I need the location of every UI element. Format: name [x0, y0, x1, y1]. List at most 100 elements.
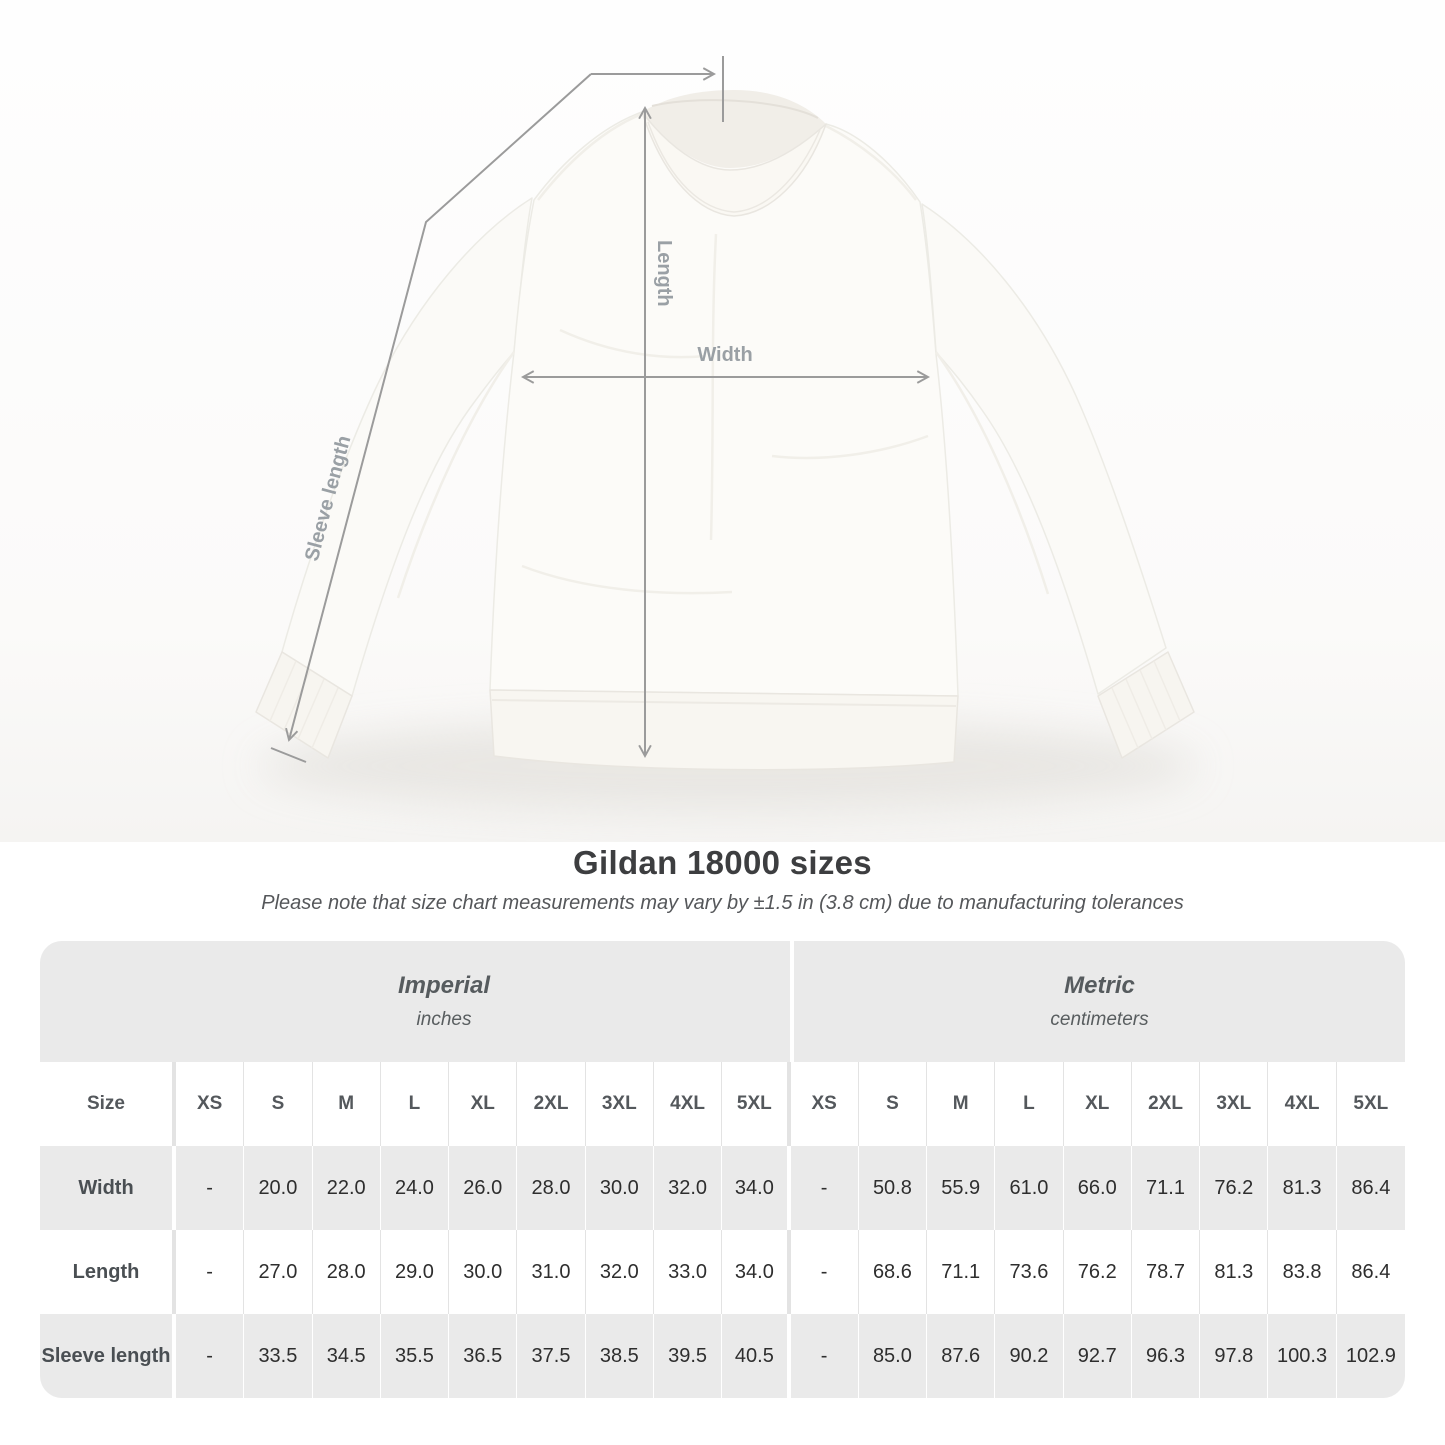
- size-header-cell: 4XL: [1268, 1062, 1337, 1146]
- size-header-cell: L: [380, 1062, 450, 1146]
- measurement-value-cell: 34.0: [722, 1230, 791, 1314]
- measurement-value-cell: 102.9: [1336, 1314, 1405, 1398]
- left-cuff: [255, 651, 353, 759]
- measurement-value-cell: 33.5: [244, 1314, 313, 1398]
- size-table: Imperial inches Metric centimeters Size X…: [40, 941, 1405, 1398]
- measurement-value-cell: 40.5: [722, 1314, 791, 1398]
- product-photo: Width Length Sleeve length: [0, 0, 1445, 842]
- imperial-unit: inches: [416, 1009, 472, 1030]
- measurement-value-cell: 39.5: [653, 1314, 723, 1398]
- measurement-value-cell: 30.0: [449, 1230, 518, 1314]
- measurement-value-cell: 83.8: [1268, 1230, 1337, 1314]
- measurement-value-cell: 97.8: [1200, 1314, 1269, 1398]
- size-header-cell: L: [995, 1062, 1064, 1146]
- right-cuff: [1097, 651, 1195, 759]
- page-title: Gildan 18000 sizes: [573, 844, 872, 881]
- size-header-cell: XL: [1063, 1062, 1132, 1146]
- measurement-value-cell: 32.0: [585, 1230, 654, 1314]
- sleeve-length-arrow: [285, 73, 592, 742]
- measurement-value-cell: 85.0: [858, 1314, 928, 1398]
- measurement-value-cell: 71.1: [1131, 1146, 1201, 1230]
- measurement-value-cell: 81.3: [1268, 1146, 1337, 1230]
- right-cuff-ribs: [1111, 660, 1181, 749]
- size-header-cell: 4XL: [653, 1062, 723, 1146]
- measurement-value-cell: 24.0: [380, 1146, 450, 1230]
- measurement-value-cell: 26.0: [449, 1146, 518, 1230]
- size-header-cell: 2XL: [1131, 1062, 1201, 1146]
- measurement-value-cell: 71.1: [927, 1230, 996, 1314]
- measurement-value-cell: 29.0: [380, 1230, 450, 1314]
- unit-band: Imperial inches Metric centimeters: [40, 941, 1405, 1062]
- size-header-cell: XL: [449, 1062, 518, 1146]
- measurement-value-cell: 76.2: [1200, 1146, 1269, 1230]
- measurement-value-cell: 68.6: [858, 1230, 928, 1314]
- size-header-cell: M: [312, 1062, 381, 1146]
- measurement-value-cell: 31.0: [517, 1230, 586, 1314]
- measurement-value-cell: 36.5: [449, 1314, 518, 1398]
- metric-unit: centimeters: [1050, 1009, 1149, 1030]
- measurement-value-cell: 35.5: [380, 1314, 450, 1398]
- row-label-cell: Width: [40, 1146, 176, 1230]
- measurement-value-cell: 34.5: [312, 1314, 381, 1398]
- hem-band: [489, 689, 959, 771]
- size-header-cell: 5XL: [1336, 1062, 1405, 1146]
- measurement-value-cell: 92.7: [1063, 1314, 1132, 1398]
- measurement-value-cell: 96.3: [1131, 1314, 1201, 1398]
- tolerance-note: Please note that size chart measurements…: [261, 892, 1184, 914]
- measurement-value-cell: 30.0: [585, 1146, 654, 1230]
- measurement-value-cell: 50.8: [858, 1146, 928, 1230]
- row-label-cell: Sleeve length: [40, 1314, 176, 1398]
- measurement-value-cell: 32.0: [653, 1146, 723, 1230]
- size-corner-header: Size: [40, 1062, 176, 1146]
- measurement-value-cell: 86.4: [1336, 1230, 1405, 1314]
- measurement-value-cell: 86.4: [1336, 1146, 1405, 1230]
- measurement-value-cell: -: [790, 1230, 859, 1314]
- size-header-cell: 3XL: [1200, 1062, 1269, 1146]
- measurement-value-cell: 100.3: [1268, 1314, 1337, 1398]
- measurement-value-cell: 61.0: [995, 1146, 1064, 1230]
- measurement-value-cell: 78.7: [1131, 1230, 1201, 1314]
- measurement-value-cell: -: [790, 1146, 859, 1230]
- measurement-value-cell: -: [176, 1314, 245, 1398]
- measurement-value-cell: -: [790, 1314, 859, 1398]
- size-table-grid: Size XS S M L XL 2XL 3XL 4XL 5XL XS S M L XL 2XL 3XL 4XL 5…: [40, 1062, 1405, 1398]
- hem-seam: [491, 699, 957, 707]
- size-header-cell: XS: [176, 1062, 245, 1146]
- row-label-cell: Length: [40, 1230, 176, 1314]
- measurement-value-cell: 90.2: [995, 1314, 1064, 1398]
- size-header-cell: 3XL: [585, 1062, 654, 1146]
- measurement-value-cell: 34.0: [722, 1146, 791, 1230]
- measurement-value-cell: 28.0: [517, 1146, 586, 1230]
- size-header-cell: 2XL: [517, 1062, 586, 1146]
- metric-section-header: Metric centimeters: [794, 941, 1405, 1062]
- measurement-value-cell: -: [176, 1146, 245, 1230]
- measurement-value-cell: 38.5: [585, 1314, 654, 1398]
- measurement-value-cell: 73.6: [995, 1230, 1064, 1314]
- imperial-title: Imperial: [397, 972, 491, 999]
- fabric-creases: [396, 112, 1050, 599]
- sleeve-leader-tick-bottom: [270, 747, 307, 763]
- size-header-cell: S: [858, 1062, 928, 1146]
- length-label: Length: [653, 240, 675, 307]
- size-header-cell: M: [927, 1062, 996, 1146]
- metric-title: Metric: [1064, 972, 1135, 999]
- measurement-value-cell: 66.0: [1063, 1146, 1132, 1230]
- measurement-value-cell: 20.0: [244, 1146, 313, 1230]
- size-header-cell: 5XL: [722, 1062, 791, 1146]
- sweatshirt-diagram: Width Length Sleeve length: [0, 0, 1445, 842]
- measurement-value-cell: -: [176, 1230, 245, 1314]
- back-collar-line: [651, 99, 819, 119]
- size-header-cell: XS: [790, 1062, 859, 1146]
- measurement-value-cell: 28.0: [312, 1230, 381, 1314]
- measurement-value-cell: 76.2: [1063, 1230, 1132, 1314]
- left-cuff-ribs: [269, 660, 339, 749]
- imperial-section-header: Imperial inches: [40, 941, 790, 1062]
- measurement-value-cell: 22.0: [312, 1146, 381, 1230]
- measurement-value-cell: 81.3: [1200, 1230, 1269, 1314]
- measurement-value-cell: 33.0: [653, 1230, 723, 1314]
- body: [489, 111, 959, 697]
- neck-opening: [642, 90, 826, 168]
- size-header-cell: S: [244, 1062, 313, 1146]
- measurement-value-cell: 55.9: [927, 1146, 996, 1230]
- measurement-value-cell: 27.0: [244, 1230, 313, 1314]
